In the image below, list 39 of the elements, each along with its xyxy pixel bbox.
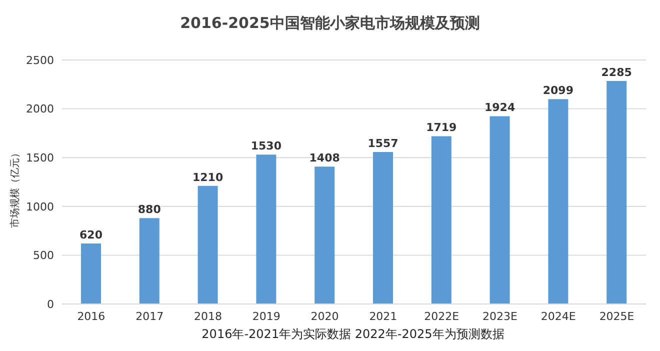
bar (198, 186, 218, 304)
y-tick-label: 2000 (26, 102, 54, 116)
bar (373, 152, 393, 304)
x-tick-label: 2017 (136, 310, 164, 323)
x-tick-label: 2022E (424, 310, 460, 323)
data-label: 2285 (601, 66, 632, 79)
bar (256, 154, 276, 304)
data-label: 1408 (309, 152, 340, 165)
chart-title: 2016-2025中国智能小家电市场规模及预测 (179, 14, 481, 33)
x-tick-label: 2025E (599, 310, 634, 323)
data-label: 1719 (426, 121, 457, 134)
x-tick-label: 2024E (540, 310, 576, 323)
bar (490, 116, 510, 304)
bar (431, 136, 452, 304)
y-axis-title: 市场规模（亿元） (8, 148, 22, 228)
bar (139, 218, 160, 304)
x-axis-title: 2016年-2021年为实际数据 2022年-2025年为预测数据 (200, 326, 506, 343)
bar (314, 166, 335, 304)
data-label: 1924 (484, 101, 516, 114)
data-label: 620 (80, 228, 103, 242)
x-tick-label: 2021 (369, 310, 398, 323)
y-tick-label: 500 (33, 249, 54, 262)
data-label: 880 (138, 203, 162, 216)
data-label: 1530 (250, 140, 282, 153)
bar (548, 99, 568, 304)
x-tick-label: 2019 (252, 310, 280, 323)
y-tick-label: 0 (47, 298, 54, 311)
y-tick-label: 1000 (26, 200, 54, 214)
x-tick-label: 2020 (310, 310, 339, 323)
x-tick-label: 2023E (482, 310, 518, 323)
y-tick-label: 2500 (26, 54, 54, 67)
y-tick-label: 1500 (26, 152, 54, 165)
data-label: 1557 (368, 137, 398, 150)
data-label: 2099 (542, 84, 574, 98)
bar (81, 243, 101, 304)
data-label: 1210 (192, 170, 224, 184)
x-tick-label: 2018 (194, 310, 222, 323)
bar (606, 80, 627, 304)
x-tick-label: 2016 (77, 310, 106, 323)
